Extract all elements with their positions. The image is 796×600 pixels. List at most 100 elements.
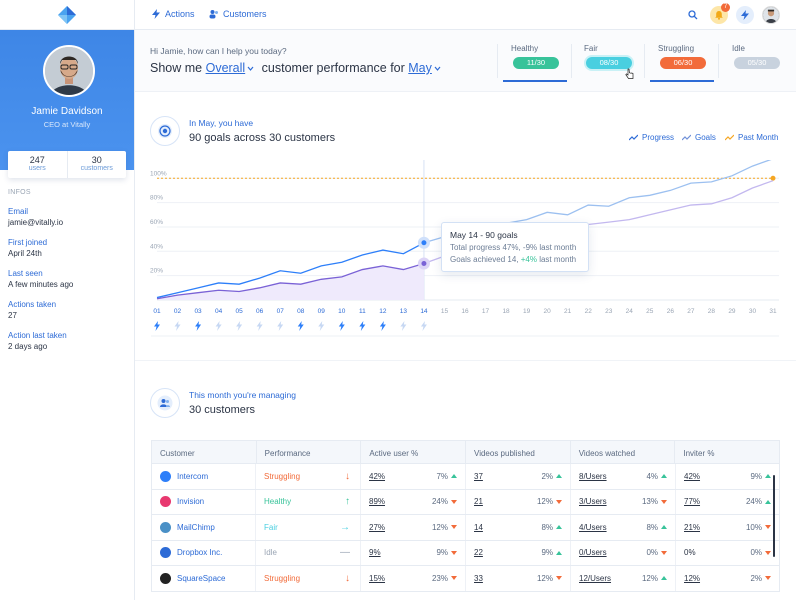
active-user-value[interactable]: 9% [369,548,381,558]
change-indicator: 2% [750,574,771,583]
active-user-value[interactable]: 42% [369,471,386,481]
series-line-goals [156,262,425,300]
active-user-value[interactable]: 89% [369,497,386,507]
table-row[interactable]: Dropbox Inc. Idle — 9% 9% 22 9% 0/Users 0% 0% 0% [151,540,780,566]
inviter-value[interactable]: 12% [684,573,701,583]
table-row[interactable]: Intercom Struggling ↓ 42% 7% 37 2% 8/Users 4% 42%… [151,464,780,490]
videos-watched-value[interactable]: 4/Users [579,522,607,532]
change-value: 8% [541,522,553,532]
filter-idle[interactable]: Idle 05/30 [724,44,790,69]
arrow-up-icon [661,525,667,530]
customer-name-link[interactable]: SquareSpace [177,573,226,583]
x-tick-label: 20 [544,308,552,315]
filter-healthy[interactable]: Healthy 11/30 [503,44,569,69]
stat-users[interactable]: 247 users [8,151,67,178]
vitally-logo-icon[interactable] [57,5,77,25]
mailchimp-logo-icon [160,521,171,533]
quick-actions-button[interactable] [736,6,754,24]
user-avatar-button[interactable] [762,6,780,24]
search-button[interactable] [684,6,702,24]
videos-watched-value[interactable]: 0/Users [579,548,607,558]
metric-select[interactable]: Overall [205,61,246,75]
change-value: 12% [431,522,448,532]
change-value: 24% [431,497,448,507]
videos-published-value[interactable]: 14 [474,522,483,532]
col-customer[interactable]: Customer [152,441,257,463]
filter-divider [644,44,645,78]
change-value: 9% [436,548,448,558]
change-indicator: 8% [541,523,562,532]
videos-published-value[interactable]: 33 [474,573,483,583]
arrow-down-icon [661,550,667,555]
videos-published-value[interactable]: 37 [474,471,483,481]
inviter-value[interactable]: 0% [684,548,696,558]
profile-avatar [43,45,95,97]
filter-fair[interactable]: Fair 08/30 [576,44,642,69]
col-inviter[interactable]: Inviter % [683,449,715,458]
arrow-up-icon [661,474,667,479]
info-value: April 24th [8,249,42,258]
performance-status: Idle [264,548,277,558]
change-value: 24% [745,497,762,507]
change-indicator: 9% [436,548,457,557]
legend-past-month[interactable]: Past Month [725,133,778,142]
period-select[interactable]: May [408,61,432,75]
x-tick-label: 08 [297,308,305,315]
arrow-down-icon [765,550,771,555]
x-tick-label: 29 [728,308,736,315]
active-user-value[interactable]: 27% [369,522,386,532]
legend-goals[interactable]: Goals [682,133,716,142]
nav-actions-label: Actions [165,9,195,19]
goals-title: 90 goals across 30 customers [189,132,336,144]
table-row[interactable]: Invision Healthy ↑ 89% 24% 21 12% 3/Users 13% 77%… [151,489,780,515]
filter-struggling-active-indicator [650,80,714,82]
col-videos-watched[interactable]: Videos watched [571,441,676,463]
trend-line-icon [725,134,734,141]
filter-struggling[interactable]: Struggling 06/30 [650,44,716,69]
x-tick-label: 23 [605,308,613,315]
nav-customers[interactable]: Customers [209,9,267,19]
filter-divider [497,44,498,78]
customer-name-link[interactable]: Intercom [177,471,209,481]
customer-name-link[interactable]: MailChimp [177,522,215,532]
legend-label: Past Month [738,133,779,142]
videos-watched-value[interactable]: 3/Users [579,497,607,507]
legend-progress[interactable]: Progress [629,133,674,142]
inviter-value[interactable]: 77% [684,497,701,507]
arrow-up-icon [556,525,562,530]
videos-watched-value[interactable]: 8/Users [579,471,607,481]
inviter-value[interactable]: 21% [684,522,701,532]
videos-published-value[interactable]: 22 [474,548,483,558]
info-key: Email [8,207,29,216]
table-row[interactable]: SquareSpace Struggling ↓ 15% 23% 33 12% 12/User… [151,566,780,592]
active-user-value[interactable]: 15% [369,573,386,583]
customer-name-link[interactable]: Invision [177,497,205,507]
stat-customers-label: customers [80,165,113,172]
stat-users-label: users [28,165,46,172]
x-tick-label: 06 [256,308,264,315]
info-actions-taken: Actions taken 27 [8,300,56,320]
change-indicator: 9% [750,472,771,481]
customer-name-link[interactable]: Dropbox Inc. [177,548,223,558]
info-action-last-taken: Action last taken 2 days ago [8,331,67,351]
table-scrollbar[interactable] [773,475,775,557]
arrow-down-icon [661,499,667,504]
inviter-value[interactable]: 42% [684,471,701,481]
arrow-down-icon [451,576,457,581]
goals-icon-badge [150,116,180,146]
col-videos-published[interactable]: Videos published [466,441,571,463]
arrow-down-icon [556,576,562,581]
table-row[interactable]: MailChimp Fair → 27% 12% 14 8% 4/Users 8% 21% 10% [151,515,780,541]
chevron-down-icon[interactable] [247,66,254,71]
videos-watched-value[interactable]: 12/Users [579,573,612,583]
videos-published-value[interactable]: 21 [474,497,483,507]
chevron-down-icon[interactable] [434,66,441,71]
x-tick-label: 28 [708,308,716,315]
col-active-user[interactable]: Active user % [361,441,467,463]
performance-status: Fair [264,522,278,532]
action-bolt-muted-icon [318,321,325,331]
stat-customers[interactable]: 30 customers [66,151,127,178]
query-sentence: Show me Overall customer performance for… [150,61,441,75]
col-performance[interactable]: Performance [257,441,362,463]
nav-actions[interactable]: Actions [151,9,195,19]
